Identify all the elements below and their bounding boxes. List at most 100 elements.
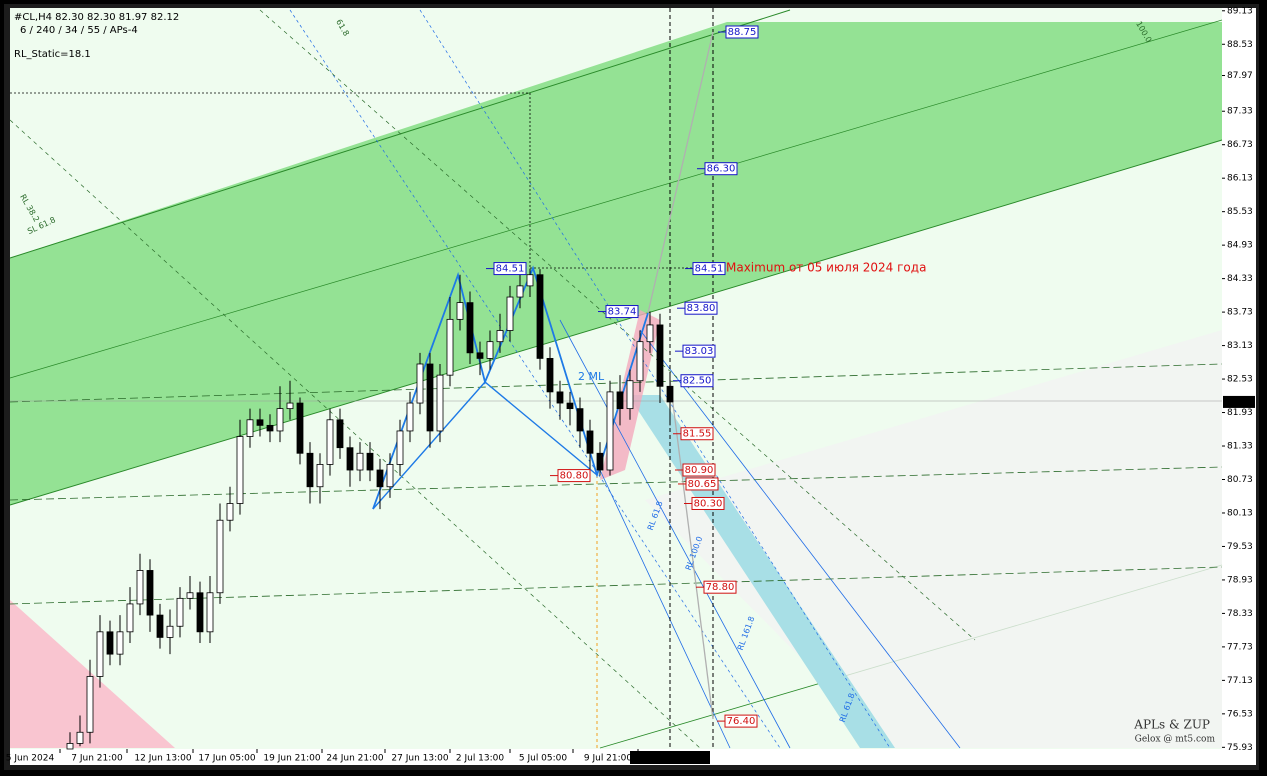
candle-body — [66, 743, 74, 750]
level-box — [704, 162, 738, 176]
level-label: 83.74 — [608, 307, 637, 318]
x-tick-label: 17 Jun 05:00 — [198, 754, 255, 764]
level-label: 83.03 — [685, 346, 714, 357]
candle-body — [336, 419, 344, 449]
level-box — [691, 496, 725, 510]
y-tick-label: 85.53 — [1227, 207, 1253, 217]
x-tick-label: 5 Jul 05:00 — [519, 754, 568, 764]
fib-line — [599, 469, 731, 749]
level-label: 80.30 — [694, 498, 723, 509]
candle-body — [276, 408, 284, 432]
y-tick-label: 77.13 — [1227, 676, 1253, 686]
watermark-site: Gelox @ mt5.com — [1135, 735, 1216, 745]
candle-body — [606, 391, 614, 471]
level-label: 84.51 — [496, 264, 525, 275]
channel-line — [9, 9, 791, 259]
pattern-line — [372, 381, 598, 510]
level-box — [684, 301, 718, 315]
projection-line — [669, 379, 714, 720]
fib-line — [639, 329, 961, 749]
candle-body — [396, 430, 404, 465]
candle-body — [196, 592, 204, 633]
y-tick-label: 78.93 — [1227, 575, 1253, 585]
candle-body — [636, 341, 644, 382]
fib-label: 2 ML — [578, 370, 605, 383]
candle-body — [546, 358, 554, 393]
level-box — [685, 477, 719, 491]
candle-body — [566, 402, 574, 410]
candle-body — [656, 324, 664, 387]
current-price-box — [1223, 395, 1255, 408]
x-tick-label: 27 Jun 13:00 — [391, 754, 448, 764]
fib-line — [419, 9, 891, 749]
x-tick-label: 24 Jun 21:00 — [326, 754, 383, 764]
candle-body — [416, 363, 424, 404]
candle-body — [246, 419, 254, 437]
level-box — [682, 463, 716, 477]
x-tick-label: 5 Jun 2024 — [6, 754, 55, 764]
candle-body — [306, 452, 314, 488]
candle-body — [496, 330, 504, 343]
dashed-line — [9, 119, 701, 749]
candle-body — [326, 419, 334, 465]
candle-body — [146, 570, 154, 616]
dashed-line — [9, 466, 1223, 501]
candle-body — [596, 452, 604, 471]
level-box — [493, 262, 527, 276]
annotation: Maximum от 05 июля 2024 года — [726, 261, 926, 275]
watermark-title: APLs & ZUP — [1133, 718, 1210, 732]
x-tick-label: 19 Jun 21:00 — [263, 754, 320, 764]
y-tick-label: 80.13 — [1227, 508, 1253, 518]
candle-body — [206, 592, 214, 633]
grey-zone — [645, 330, 1222, 748]
y-tick-label: 79.53 — [1227, 542, 1253, 552]
y-tick-label: 81.93 — [1227, 408, 1253, 418]
labels: 88.75 86.30 84.51 83.80 83.03 82.50 81.55 80.90… — [18, 18, 1153, 728]
candle-body — [536, 274, 544, 359]
candle-body — [576, 408, 584, 432]
x-tick-label: 12 Jun 13:00 — [134, 754, 191, 764]
y-tick-label: 87.33 — [1227, 107, 1253, 117]
level-label: 86.30 — [707, 164, 736, 175]
fib-line — [289, 9, 781, 749]
candle-body — [616, 391, 624, 410]
candle-body — [116, 631, 124, 655]
level-label: 80.90 — [685, 465, 714, 476]
x-tick-label: 2 Jul 13:00 — [456, 754, 505, 764]
cursor-box — [630, 751, 710, 764]
candle-body — [446, 318, 454, 376]
candle-body — [226, 503, 234, 521]
level-label: 84.51 — [695, 264, 724, 275]
y-tick-label: 80.73 — [1227, 475, 1253, 485]
level-label: 83.80 — [687, 303, 716, 314]
candle-body — [176, 597, 184, 627]
candle-body — [666, 385, 674, 403]
static-line: RL_Static=18.1 — [14, 49, 91, 60]
y-tick-label: 75.93 — [1227, 743, 1253, 753]
candle-body — [646, 324, 654, 343]
candle-body — [186, 592, 194, 599]
candle-body — [386, 464, 394, 488]
level-label: 76.40 — [727, 716, 756, 727]
fib-line — [559, 319, 791, 749]
symbol-line: #CL,H4 82.30 82.30 81.97 82.12 — [14, 12, 179, 23]
candle-body — [216, 519, 224, 594]
level-label: 80.80 — [560, 471, 589, 482]
y-tick-label: 76.53 — [1227, 709, 1253, 719]
candle-body — [266, 424, 274, 432]
candle-body — [96, 631, 104, 677]
y-tick-label: 86.13 — [1227, 174, 1253, 184]
green-channel — [10, 22, 1222, 505]
y-tick-label: 77.73 — [1227, 642, 1253, 652]
candle-body — [516, 285, 524, 298]
y-tick-label: 88.53 — [1227, 40, 1253, 50]
x-tick-label: 7 Jun 21:00 — [71, 754, 123, 764]
level-box — [724, 714, 758, 728]
price-axis-labels: 89.13 88.53 87.97 87.33 86.73 86.13 85.53 84.93… — [6, 6, 1255, 764]
projection-line — [647, 31, 714, 314]
candle-body — [256, 419, 264, 426]
level-box — [682, 344, 716, 358]
level-label: 78.80 — [706, 582, 735, 593]
candle-body — [436, 374, 444, 432]
